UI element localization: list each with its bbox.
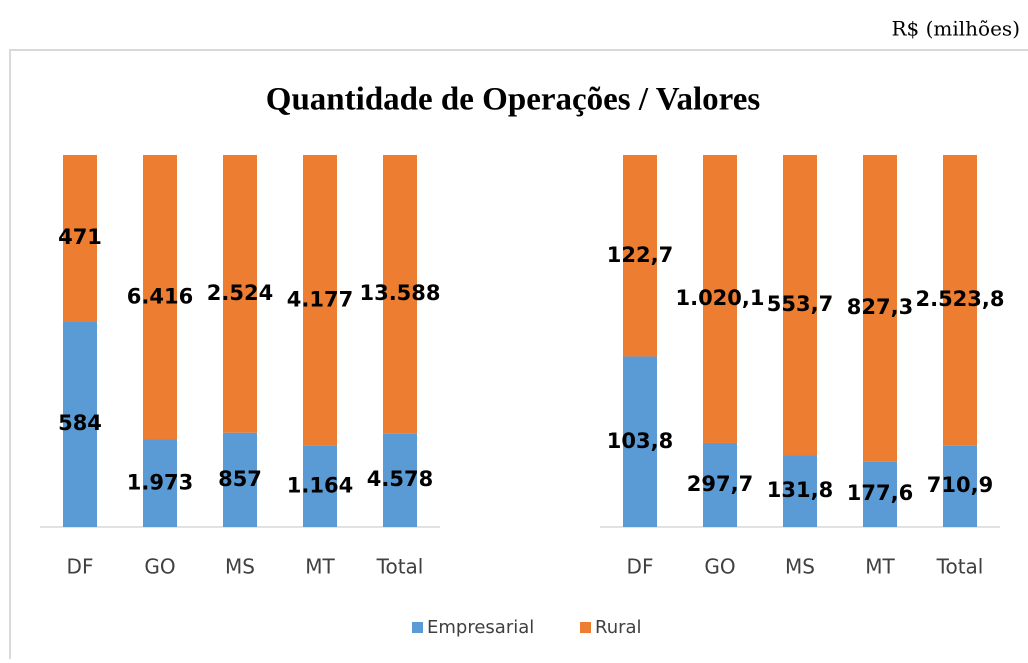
bar-segment bbox=[223, 155, 257, 433]
value-label: 4.578 bbox=[367, 467, 433, 491]
bar-segment bbox=[623, 356, 657, 527]
subtitle: R$ (milhões) bbox=[891, 17, 1020, 41]
value-label: 177,6 bbox=[847, 481, 913, 505]
bar-segment bbox=[703, 442, 737, 527]
bar-segment bbox=[703, 155, 737, 443]
x-tick-label: Total bbox=[376, 555, 424, 579]
bar-segment bbox=[863, 461, 897, 527]
value-label: 103,8 bbox=[607, 429, 673, 453]
bar-segment bbox=[143, 439, 177, 527]
value-label: 471 bbox=[58, 225, 102, 249]
x-tick-label: MT bbox=[305, 555, 335, 579]
bar-segment bbox=[863, 155, 897, 462]
bar-segment bbox=[383, 155, 417, 434]
bar-segment bbox=[143, 155, 177, 440]
value-label: 553,7 bbox=[767, 292, 833, 316]
value-label: 6.416 bbox=[127, 284, 193, 308]
value-label: 4.177 bbox=[287, 287, 353, 311]
bar-segment bbox=[63, 321, 97, 527]
x-tick-label: MS bbox=[785, 555, 815, 579]
x-tick-label: Total bbox=[936, 555, 984, 579]
bar-segment bbox=[943, 155, 977, 446]
x-tick-label: DF bbox=[67, 555, 94, 579]
bar-segment bbox=[383, 433, 417, 527]
legend-label: Rural bbox=[595, 617, 642, 638]
value-label: 1.164 bbox=[287, 473, 353, 497]
bar-segment bbox=[943, 445, 977, 527]
x-tick-label: DF bbox=[627, 555, 654, 579]
bar-segment bbox=[63, 155, 97, 322]
x-tick-label: MS bbox=[225, 555, 255, 579]
legend-swatch bbox=[580, 622, 591, 633]
bar-segment bbox=[223, 432, 257, 527]
chart-title: Quantidade de Operações / Valores bbox=[266, 82, 761, 118]
chart-frame bbox=[9, 49, 1028, 663]
value-label: 827,3 bbox=[847, 295, 913, 319]
value-label: 131,8 bbox=[767, 478, 833, 502]
value-label: 122,7 bbox=[607, 243, 673, 267]
legend-label: Empresarial bbox=[427, 617, 534, 638]
value-label: 710,9 bbox=[927, 473, 993, 497]
x-tick-label: MT bbox=[865, 555, 895, 579]
value-label: 1.973 bbox=[127, 470, 193, 494]
x-tick-label: GO bbox=[144, 555, 175, 579]
value-label: 584 bbox=[58, 411, 102, 435]
bar-segment bbox=[783, 455, 817, 527]
value-label: 857 bbox=[218, 467, 262, 491]
bar-segment bbox=[623, 155, 657, 357]
value-label: 2.524 bbox=[207, 281, 273, 305]
bar-segment bbox=[303, 445, 337, 527]
value-label: 13.588 bbox=[359, 281, 440, 305]
legend-swatch bbox=[412, 622, 423, 633]
bar-segment bbox=[783, 155, 817, 456]
value-label: 1.020,1 bbox=[675, 286, 764, 310]
x-tick-label: GO bbox=[704, 555, 735, 579]
bar-segment bbox=[303, 155, 337, 446]
value-label: 297,7 bbox=[687, 472, 753, 496]
value-label: 2.523,8 bbox=[915, 287, 1004, 311]
